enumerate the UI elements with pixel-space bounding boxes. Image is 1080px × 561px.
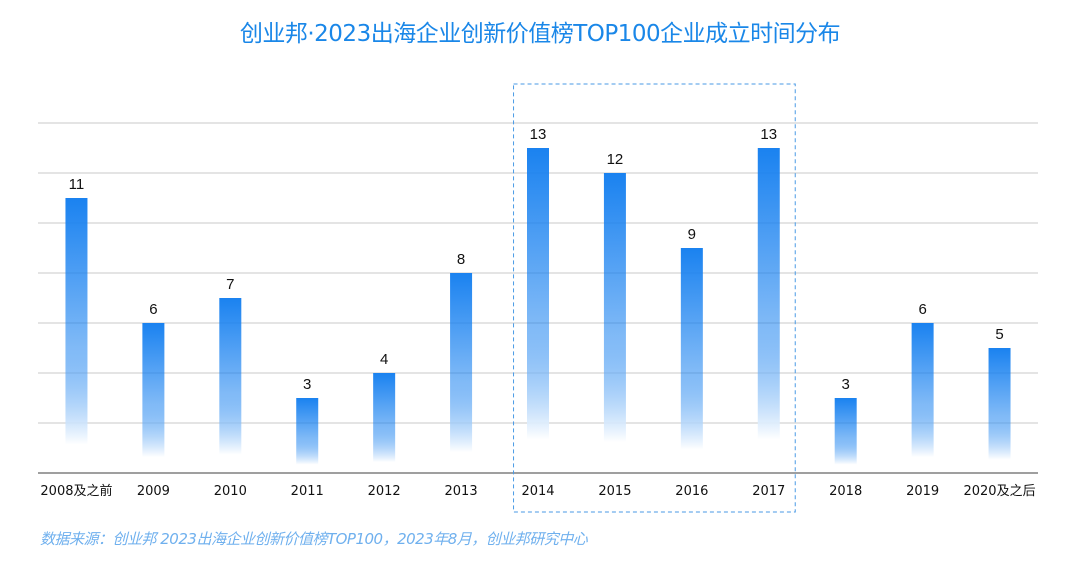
x-tick-label: 2020及之后	[963, 484, 1035, 499]
x-tick-label: 2008及之前	[40, 483, 112, 499]
bar	[373, 373, 396, 472]
data-label: 12	[607, 151, 624, 168]
bar	[219, 298, 242, 472]
data-label: 9	[688, 226, 696, 243]
data-label: 13	[760, 126, 777, 143]
bar	[65, 198, 88, 472]
data-label: 5	[995, 326, 1003, 343]
bar	[834, 398, 857, 472]
bar	[527, 148, 549, 472]
data-label: 6	[149, 301, 157, 318]
x-tick-label: 2018	[829, 484, 862, 499]
x-tick-label: 2010	[214, 484, 247, 499]
bar	[911, 323, 934, 472]
data-label: 6	[918, 301, 926, 318]
bar	[988, 348, 1011, 472]
bar	[680, 248, 703, 472]
bar	[450, 273, 473, 472]
x-tick-label: 2012	[368, 484, 401, 499]
x-tick-label: 2011	[291, 484, 324, 499]
source-note: 数据来源：创业邦 2023出海企业创新价值榜TOP100，2023年8月，创业邦…	[40, 530, 588, 548]
data-label: 11	[69, 176, 85, 193]
bar	[757, 148, 780, 472]
chart-title: 创业邦·2023出海企业创新价值榜TOP100企业成立时间分布	[239, 21, 841, 47]
x-tick-label: 2014	[521, 484, 554, 499]
data-label: 8	[457, 251, 465, 268]
x-tick-label: 2017	[752, 484, 785, 499]
data-label: 7	[226, 276, 234, 293]
bar	[142, 323, 165, 472]
x-tick-label: 2016	[675, 484, 708, 499]
bar	[603, 173, 626, 472]
x-tick-label: 2009	[137, 484, 170, 499]
data-label: 3	[303, 376, 311, 393]
data-label: 4	[380, 351, 388, 368]
highlight-box	[513, 83, 796, 513]
data-label: 3	[842, 376, 850, 393]
x-tick-label: 2013	[445, 484, 478, 499]
data-label: 13	[530, 126, 547, 143]
bar	[296, 398, 319, 472]
x-tick-label: 2015	[598, 484, 631, 499]
x-tick-label: 2019	[906, 484, 939, 499]
